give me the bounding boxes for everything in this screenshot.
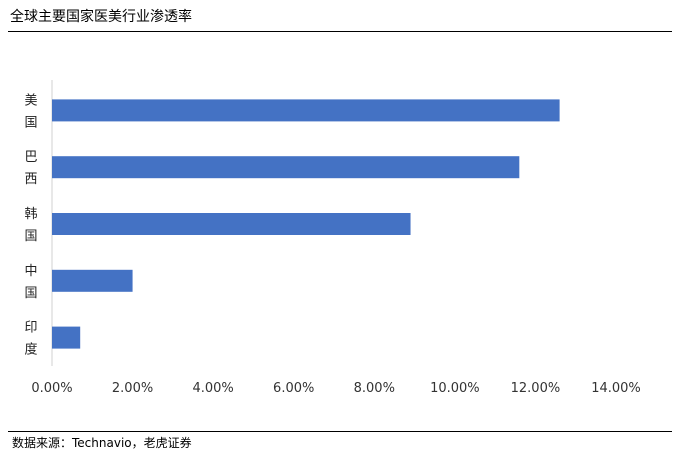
source-note: 数据来源：Technavio，老虎证券 xyxy=(12,436,192,450)
category-label-3-0: 中 xyxy=(24,264,37,279)
category-label-1-1: 西 xyxy=(24,172,37,187)
category-label-4-1: 度 xyxy=(24,342,37,358)
x-tick-label-7: 14.00% xyxy=(591,381,641,396)
category-label-3-1: 国 xyxy=(24,286,37,301)
x-tick-label-0: 0.00% xyxy=(31,381,72,396)
bar-2 xyxy=(52,213,411,235)
bar-1 xyxy=(52,156,520,179)
category-label-2-0: 韩 xyxy=(24,207,37,222)
x-tick-label-2: 4.00% xyxy=(192,381,233,396)
category-label-0-1: 国 xyxy=(24,115,37,130)
category-label-1-0: 巴 xyxy=(24,150,37,165)
bottom-rule xyxy=(8,431,672,432)
bar-4 xyxy=(52,326,81,349)
x-tick-label-3: 6.00% xyxy=(273,381,314,396)
x-tick-label-4: 8.00% xyxy=(354,381,395,396)
category-label-0-0: 美 xyxy=(24,93,37,108)
x-tick-label-6: 12.00% xyxy=(511,381,561,396)
category-label-2-1: 国 xyxy=(24,229,37,244)
bar-3 xyxy=(52,269,133,292)
bar-0 xyxy=(52,99,560,122)
x-tick-label-1: 2.00% xyxy=(112,381,153,396)
top-rule xyxy=(8,31,672,32)
x-tick-label-5: 10.00% xyxy=(430,381,480,396)
category-label-4-0: 印 xyxy=(24,321,37,336)
chart-title: 全球主要国家医美行业渗透率 xyxy=(10,9,192,25)
